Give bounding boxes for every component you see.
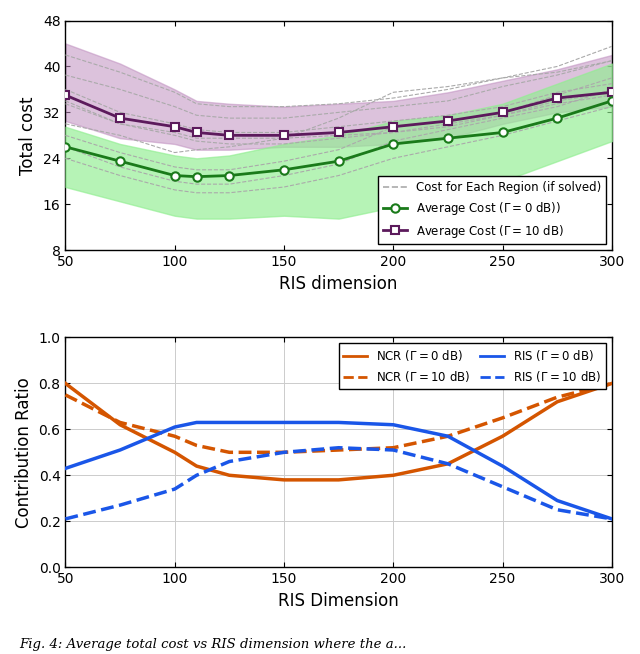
Y-axis label: Contribution Ratio: Contribution Ratio: [15, 377, 33, 528]
Y-axis label: Total cost: Total cost: [19, 96, 37, 175]
Legend: Cost for Each Region (if solved), Average Cost ($\Gamma = 0$ dB)), Average Cost : Cost for Each Region (if solved), Averag…: [378, 176, 606, 245]
Text: Fig. 4: Average total cost vs RIS dimension where the a...: Fig. 4: Average total cost vs RIS dimens…: [19, 638, 406, 651]
X-axis label: RIS Dimension: RIS Dimension: [278, 592, 399, 610]
X-axis label: RIS dimension: RIS dimension: [280, 275, 398, 292]
Legend: NCR ($\Gamma = 0$ dB), NCR ($\Gamma = 10$ dB), RIS ($\Gamma = 0$ dB), RIS ($\Gam: NCR ($\Gamma = 0$ dB), NCR ($\Gamma = 10…: [339, 343, 606, 388]
